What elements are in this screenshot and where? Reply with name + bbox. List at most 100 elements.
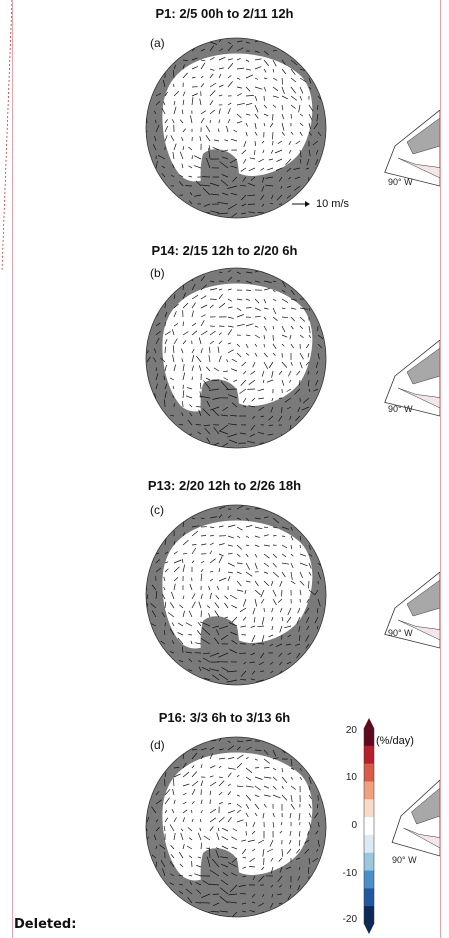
wind-vector [227,108,231,115]
wind-vector [281,280,286,288]
wind-vector [247,839,256,842]
wind-vector [245,525,253,528]
wind-vector [209,280,215,283]
wind-vector [290,794,293,803]
wind-vector [227,276,233,282]
wind-vector [241,203,247,207]
wind-vector [258,661,265,666]
wind-vector [200,810,203,814]
wind-vector [278,857,283,862]
wind-vector [263,758,271,764]
wind-vector [160,640,166,645]
inset-land [411,787,440,825]
wind-vector [178,659,184,663]
wind-vector [250,176,256,181]
wind-vector [231,402,238,408]
wind-vector [302,397,310,404]
wind-vector [269,643,274,647]
wind-vector [209,578,214,582]
wind-vector [263,794,271,797]
wind-vector [304,848,310,854]
wind-vector [209,45,215,52]
wind-vector [173,799,176,805]
wind-vector [218,280,224,282]
wind-vector [254,749,262,751]
wind-vector [263,526,269,529]
wind-vector [236,323,245,327]
wind-vector [186,845,193,850]
wind-vector [167,612,175,618]
wind-vector [245,571,253,577]
wind-vector [198,337,202,345]
wind-vector [241,194,247,201]
wind-vector [188,658,193,663]
wind-vector [159,844,166,850]
wind-vector [298,830,301,837]
wind-vector [314,812,319,819]
wind-vector [278,902,283,905]
wind-vector [209,340,215,345]
wind-vector [191,818,194,823]
wind-vector [317,352,320,360]
wind-vector [172,385,175,390]
wind-vector [182,646,184,654]
wind-vector [226,125,229,133]
wind-vector [317,598,321,607]
wind-vector [263,516,269,519]
wind-vector [197,622,202,627]
wind-vector [299,131,303,136]
wind-vector [200,110,206,115]
wind-vector [200,842,203,850]
inset-anomaly-region [403,827,440,849]
wind-vector [231,857,238,863]
wind-vector [181,412,184,417]
wind-vector [236,298,243,301]
wind-vector [236,67,245,70]
colorbar-segment [364,852,374,872]
wind-vector [227,535,234,539]
wind-vector [208,847,211,859]
wind-vector [239,607,247,613]
wind-vector [245,41,251,44]
wind-vector [170,414,175,417]
wind-vector [242,176,247,182]
colorbar-tick-label: -10 [342,868,357,879]
wind-vector [297,875,301,881]
wind-vector [279,866,283,873]
wind-vector [268,424,274,426]
wind-vector [275,643,283,647]
wind-vector [209,652,220,657]
wind-vector [200,48,206,52]
wind-vector [245,785,254,788]
wind-vector [280,821,283,826]
inset-longitude-label: 90° W [388,177,413,187]
wind-vector [218,73,222,79]
wind-vector [224,602,229,609]
wind-vector [299,334,304,338]
wind-vector [281,104,284,111]
wind-vector [228,862,238,868]
wind-vector [260,194,265,201]
wind-vector [155,322,161,327]
wind-vector [182,321,184,327]
wind-vector [182,59,188,61]
wind-vector [146,350,150,354]
wind-vector [218,332,222,336]
wind-vector [191,809,193,814]
wind-vector [146,594,149,600]
wind-vector [162,868,166,877]
wind-vector [209,109,216,115]
wind-vector [227,524,236,528]
wind-vector [289,379,292,383]
wind-vector [191,97,194,106]
wind-vector [314,616,319,624]
wind-vector [219,896,229,904]
wind-vector [266,848,274,853]
wind-vector [227,772,232,778]
wind-vector [290,68,296,75]
wind-vector [245,131,248,137]
wind-vector [242,875,247,878]
wind-vector [214,610,220,618]
wind-vector [164,125,169,133]
wind-vector [162,79,166,88]
